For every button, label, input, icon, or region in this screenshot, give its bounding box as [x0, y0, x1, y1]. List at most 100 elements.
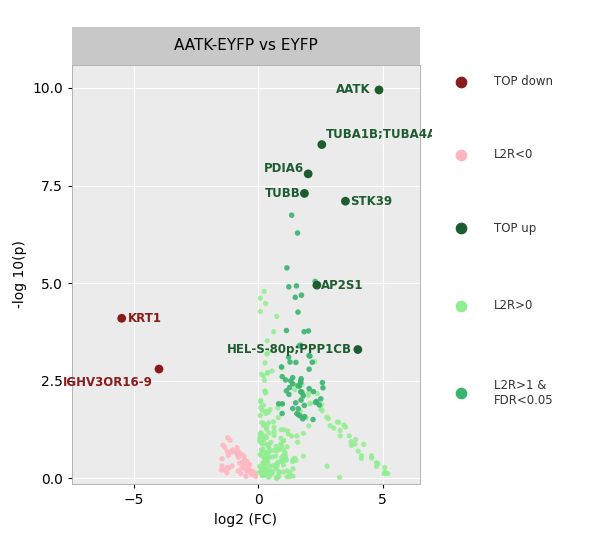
Point — [259, 287, 269, 296]
Point — [290, 454, 299, 463]
Point — [259, 465, 268, 473]
Point — [299, 189, 309, 197]
Point — [268, 467, 277, 476]
Point — [293, 381, 303, 390]
Point — [250, 471, 260, 480]
Point — [255, 462, 265, 471]
Point — [323, 414, 333, 423]
Point — [282, 472, 292, 481]
Point — [259, 371, 268, 380]
Point — [283, 466, 292, 475]
Point — [259, 459, 269, 468]
Point — [257, 434, 267, 443]
Point — [371, 458, 381, 467]
Point — [262, 423, 272, 431]
Point — [264, 419, 274, 427]
Point — [277, 441, 286, 450]
Point — [217, 462, 227, 470]
Point — [291, 456, 301, 465]
Text: TUBA1B;TUBA4A: TUBA1B;TUBA4A — [326, 129, 437, 141]
Point — [248, 470, 257, 478]
Point — [278, 445, 288, 454]
Point — [296, 291, 306, 300]
Point — [316, 405, 326, 414]
Point — [304, 422, 314, 430]
Point — [263, 368, 272, 377]
Point — [272, 461, 282, 470]
Point — [292, 431, 302, 440]
Point — [265, 446, 275, 455]
Point — [277, 364, 287, 372]
Point — [353, 447, 363, 456]
Point — [274, 445, 284, 454]
Point — [310, 357, 320, 366]
Point — [263, 369, 272, 378]
Point — [243, 465, 253, 474]
Point — [314, 401, 324, 409]
Point — [258, 444, 268, 453]
Point — [263, 348, 273, 357]
Point — [242, 466, 251, 475]
Point — [305, 399, 315, 408]
Point — [277, 453, 286, 462]
Point — [308, 387, 318, 396]
Point — [227, 448, 236, 456]
Point — [222, 464, 232, 472]
Point — [317, 406, 327, 415]
Point — [296, 387, 305, 396]
Point — [280, 448, 290, 457]
Point — [259, 435, 268, 444]
Point — [223, 451, 233, 460]
Point — [271, 452, 281, 461]
Y-axis label: -log 10(p): -log 10(p) — [13, 240, 26, 308]
Point — [286, 377, 295, 385]
Point — [346, 437, 356, 446]
Point — [258, 469, 268, 477]
Point — [262, 350, 272, 358]
Point — [259, 468, 269, 477]
Point — [260, 420, 269, 428]
Point — [274, 472, 284, 481]
Point — [272, 447, 281, 455]
Point — [312, 281, 322, 289]
Point — [255, 468, 265, 476]
Point — [310, 277, 320, 286]
Point — [239, 463, 248, 471]
Point — [351, 435, 361, 444]
Point — [260, 466, 270, 475]
Point — [277, 400, 287, 408]
Point — [266, 438, 276, 447]
Point — [257, 466, 267, 475]
Point — [260, 387, 270, 395]
Point — [255, 433, 265, 442]
Point — [260, 387, 270, 395]
Point — [263, 441, 272, 449]
Point — [269, 428, 279, 436]
Point — [226, 436, 235, 444]
Point — [262, 451, 271, 460]
Point — [297, 388, 307, 397]
Point — [367, 451, 376, 460]
Point — [241, 472, 251, 480]
Point — [300, 412, 310, 421]
Point — [293, 438, 302, 447]
Point — [257, 436, 267, 444]
Text: STK39: STK39 — [350, 195, 392, 208]
Point — [255, 435, 265, 443]
Point — [299, 328, 309, 336]
Point — [276, 434, 286, 443]
Point — [263, 449, 272, 458]
Point — [242, 464, 251, 472]
Point — [274, 400, 283, 408]
Point — [285, 472, 295, 481]
Point — [259, 452, 269, 461]
Point — [259, 439, 269, 448]
Point — [255, 437, 265, 446]
Point — [304, 169, 313, 178]
Point — [238, 458, 247, 466]
Point — [273, 404, 283, 412]
Point — [250, 470, 260, 478]
Point — [305, 400, 314, 408]
Point — [304, 351, 314, 360]
Point — [271, 463, 281, 472]
